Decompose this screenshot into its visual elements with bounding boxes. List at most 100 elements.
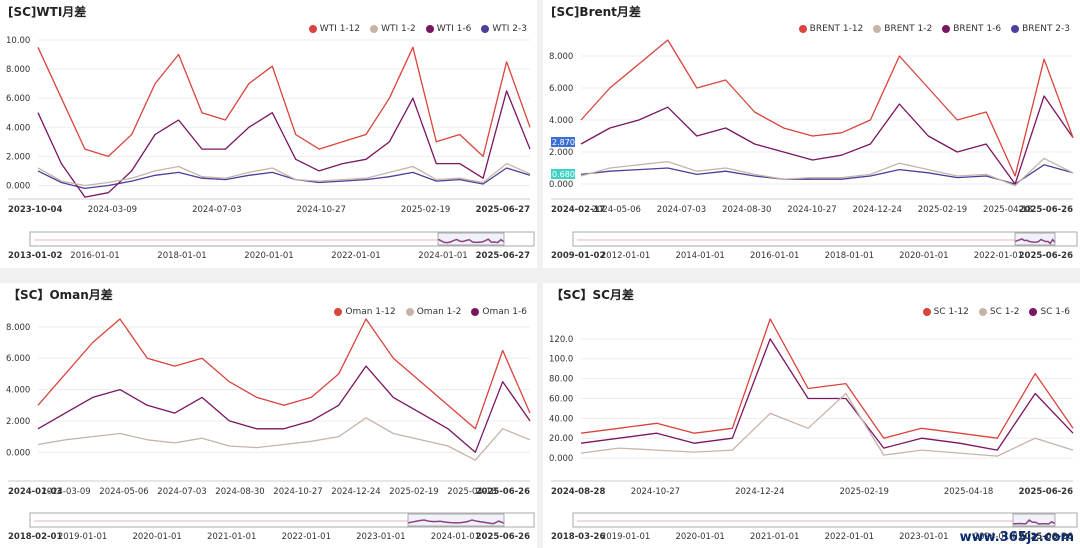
chart-svg: 0.0002.0004.0006.0008.0002024-02-172024-… bbox=[549, 39, 1078, 261]
x-tick-label: 2025-02-19 bbox=[389, 487, 438, 497]
legend-item[interactable]: BRENT 1-6 bbox=[942, 24, 1001, 34]
legend-label: WTI 2-3 bbox=[492, 24, 527, 34]
value-badge bbox=[551, 169, 575, 179]
panel-brent: [SC]Brent月差 BRENT 1-12 BRENT 1-2 BRENT 1-6… bbox=[543, 0, 1080, 268]
legend-marker-icon bbox=[308, 25, 317, 33]
legend-label: SC 1-12 bbox=[933, 307, 969, 317]
x-tick-label: 2025-02-19 bbox=[918, 205, 967, 215]
navigator-tick-label: 2014-01-01 bbox=[675, 251, 724, 261]
series-line bbox=[580, 157, 1074, 187]
legend-label: BRENT 1-6 bbox=[953, 24, 1002, 34]
series-line bbox=[580, 338, 1074, 451]
legend-marker-icon bbox=[405, 308, 414, 316]
series-line bbox=[580, 95, 1074, 185]
x-tick-label: 2024-12-24 bbox=[853, 205, 902, 215]
legend-marker-icon bbox=[873, 25, 882, 33]
x-tick-label: 2024-03-09 bbox=[88, 205, 137, 215]
y-tick-label: 100.0 bbox=[549, 355, 573, 365]
navigator-window bbox=[1014, 232, 1056, 246]
series-line bbox=[580, 39, 1074, 177]
x-tick-label: 2024-05-06 bbox=[592, 205, 641, 215]
legend-item[interactable]: BRENT 2-3 bbox=[1011, 24, 1070, 34]
legend-label: WTI 1-2 bbox=[381, 24, 416, 34]
y-tick-label: 0.000 bbox=[549, 180, 573, 190]
panel-title: [SC]WTI月差 bbox=[8, 5, 87, 19]
navigator-series bbox=[1012, 518, 1056, 525]
legend-label: BRENT 1-12 bbox=[809, 24, 864, 34]
navigator-frame bbox=[572, 512, 1078, 528]
legend-item[interactable]: SC 1-6 bbox=[1029, 307, 1070, 317]
legend-marker-icon bbox=[922, 308, 931, 316]
y-tick-label: 2.000 bbox=[6, 417, 30, 427]
legend-item[interactable]: WTI 1-12 bbox=[308, 24, 361, 34]
legend-item[interactable]: BRENT 1-2 bbox=[873, 24, 932, 34]
x-tick-label: 2025-06-27 bbox=[476, 205, 530, 215]
navigator-tick-label: 2025-06-26 bbox=[1019, 532, 1073, 542]
navigator-series bbox=[1014, 238, 1056, 245]
panel-title: 【SC】Oman月差 bbox=[8, 288, 113, 302]
legend-label: WTI 1-12 bbox=[319, 24, 361, 34]
series-line bbox=[37, 318, 531, 430]
x-tick-label: 2024-02-17 bbox=[551, 205, 605, 215]
navigator-tick-label: 2024-01-01 bbox=[418, 251, 467, 261]
navigator-tick-label: 2020-01-01 bbox=[132, 532, 181, 542]
chart-svg: 0.0002.0004.0006.0008.0002024-01-032024-… bbox=[6, 318, 535, 542]
y-tick-label: 0.000 bbox=[549, 454, 573, 464]
x-tick-label: 2024-07-03 bbox=[157, 487, 206, 497]
legend-item[interactable]: WTI 2-3 bbox=[481, 24, 527, 34]
x-tick-label: 2024-03-09 bbox=[41, 487, 90, 497]
navigator-tick-label: 2024-01-01 bbox=[974, 532, 1023, 542]
legend-marker-icon bbox=[1029, 308, 1038, 316]
legend-marker-icon bbox=[798, 25, 807, 33]
x-tick-label: 2024-12-24 bbox=[735, 487, 784, 497]
navigator-tick-label: 2025-06-27 bbox=[476, 251, 530, 261]
legend-marker-icon bbox=[942, 25, 951, 33]
navigator-tick-label: 2016-01-01 bbox=[70, 251, 119, 261]
legend-item[interactable]: BRENT 1-12 bbox=[798, 24, 864, 34]
series-line bbox=[580, 392, 1074, 457]
chart-svg: 0.000 2.000 4.000 6.000 8.000 10.00 2023-10-04… bbox=[6, 36, 535, 261]
y-tick-label: 10.00 bbox=[6, 36, 30, 46]
x-tick-label: 2025-04-18 bbox=[983, 205, 1032, 215]
legend-item[interactable]: Oman 1-6 bbox=[471, 307, 527, 317]
legend-label: WTI 1-6 bbox=[436, 24, 472, 34]
x-tick-label: 2025-04-18 bbox=[944, 487, 993, 497]
y-tick-label: 2.000 bbox=[549, 148, 573, 158]
x-tick-label: 2024-10-27 bbox=[296, 205, 345, 215]
legend-marker-icon bbox=[370, 25, 379, 33]
watermark: www.365jz.com bbox=[959, 530, 1074, 545]
x-tick-label: 2025-02-19 bbox=[839, 487, 888, 497]
series-line bbox=[37, 46, 531, 158]
y-tick-label: 4.000 bbox=[6, 386, 30, 396]
navigator-tick-label: 2020-01-01 bbox=[675, 532, 724, 542]
navigator-tick-label: 2025-06-26 bbox=[1019, 251, 1073, 261]
series-line bbox=[37, 417, 531, 461]
value-badge-label: 0.6800 bbox=[552, 170, 580, 179]
legend-marker-icon bbox=[334, 308, 343, 316]
y-tick-label: 60.00 bbox=[549, 394, 573, 404]
y-tick-label: 80.00 bbox=[549, 375, 573, 385]
y-tick-label: 8.000 bbox=[549, 52, 573, 62]
legend: WTI 1-12 WTI 1-2 WTI 1-6 WTI 2-3 bbox=[308, 24, 527, 34]
legend-item[interactable]: WTI 1-2 bbox=[370, 24, 416, 34]
y-tick-label: 0.000 bbox=[6, 181, 30, 191]
x-tick-label: 2024-10-27 bbox=[631, 487, 680, 497]
legend-label: SC 1-2 bbox=[989, 307, 1020, 317]
x-tick-label: 2024-05-06 bbox=[99, 487, 148, 497]
legend-item[interactable]: Oman 1-2 bbox=[405, 307, 462, 317]
navigator-tick-label: 2020-01-01 bbox=[899, 251, 948, 261]
legend-marker-icon bbox=[471, 308, 480, 316]
legend-label: Oman 1-2 bbox=[416, 307, 462, 317]
legend-item[interactable]: Oman 1-12 bbox=[334, 307, 396, 317]
x-tick-label: 2024-08-30 bbox=[722, 205, 771, 215]
legend-item[interactable]: SC 1-12 bbox=[922, 307, 969, 317]
legend-marker-icon bbox=[481, 25, 490, 33]
legend-item[interactable]: WTI 1-6 bbox=[425, 24, 472, 34]
series-line bbox=[37, 90, 531, 198]
legend-label: Oman 1-12 bbox=[345, 307, 396, 317]
y-tick-label: 6.000 bbox=[6, 94, 30, 104]
legend-item[interactable]: SC 1-2 bbox=[978, 307, 1020, 317]
navigator-tick-label: 2022-01-01 bbox=[974, 251, 1023, 261]
x-tick-label: 2023-10-04 bbox=[8, 205, 62, 215]
navigator-window bbox=[1012, 513, 1056, 527]
